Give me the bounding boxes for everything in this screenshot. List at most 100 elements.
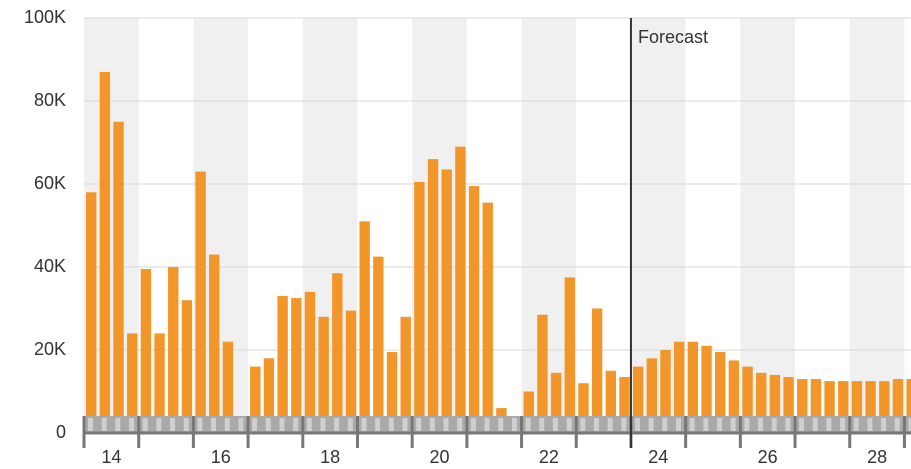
bar [591,308,603,433]
bar [537,314,548,433]
bar [468,186,480,433]
strip-mark [525,418,531,431]
bar [769,374,781,433]
strip-mark [484,418,490,431]
bar [113,121,124,433]
strip-mark [416,418,422,431]
strip-mark [703,418,709,431]
bar [632,366,644,433]
y-tick-label: 20K [34,339,66,359]
strip-mark [867,418,873,431]
strip-mark [211,418,217,431]
bar [797,379,808,433]
bar [701,345,712,433]
strip-mark [566,418,572,431]
strip-mark [621,418,627,431]
bar [455,146,466,433]
bar [195,171,206,434]
strip-mark [429,418,435,431]
bar [140,269,152,433]
bar [619,376,630,433]
strip-mark [812,418,818,431]
strip-mark [252,418,258,431]
strip-mark [306,418,312,431]
strip-mark [129,418,135,431]
strip-mark [293,418,299,431]
strip-mark [648,418,654,431]
strip-mark [375,418,381,431]
strip-mark [799,418,805,431]
strip-mark [552,418,558,431]
bar [127,333,138,433]
y-tick-label: 60K [34,173,66,193]
bar [564,277,575,433]
bar [742,366,753,433]
strip-mark [170,418,176,431]
day-band [740,18,796,433]
strip-mark [402,418,408,431]
bar [838,381,849,433]
bar [291,298,302,433]
strip-mark [142,418,148,431]
strip-mark [88,418,93,431]
bar [578,383,589,433]
bar [332,273,343,433]
strip-mark [894,418,900,431]
bar [441,169,452,433]
strip-mark [840,418,846,431]
bar [728,360,740,433]
bar [99,71,111,433]
strip-mark [388,418,394,431]
strip-mark [347,418,353,431]
bar [168,267,179,433]
y-tick-label: 40K [34,256,66,276]
x-tick-label: 18 [320,447,340,467]
x-tick-label: 26 [758,447,778,467]
bar [810,379,822,433]
strip-mark [717,418,723,431]
strip-mark [689,418,695,431]
bar [277,296,288,433]
strip-mark [320,418,326,431]
bar [879,381,890,433]
strip-mark [785,418,791,431]
bar [181,300,193,433]
bar [250,366,261,433]
strip-mark [607,418,613,431]
bar [414,181,425,433]
strip-mark [662,418,668,431]
strip-mark [443,418,449,431]
bar [400,316,411,433]
strip-mark [580,418,586,431]
strip-mark [334,418,340,431]
bar [646,358,658,433]
bar [318,316,329,433]
strip-mark [881,418,887,431]
bar [386,352,398,433]
bar [86,192,97,433]
bar [715,352,726,433]
strip-mark [908,418,911,431]
x-tick-label: 22 [539,447,559,467]
strip-mark [675,418,681,431]
strip-mark [183,418,189,431]
bar [605,370,617,433]
strip-mark [853,418,859,431]
strip-mark [238,418,244,431]
bar [660,350,671,433]
strip-mark [771,418,777,431]
bar [304,291,316,433]
annotation: Forecast [638,27,708,47]
x-tick-label: 16 [211,447,231,467]
strip-mark [826,418,832,431]
strip-mark [634,418,640,431]
strip-mark [744,418,750,431]
strip-mark [101,418,107,431]
bar [263,358,275,433]
strip-mark [361,418,367,431]
strip-mark [498,418,504,431]
strip-mark [511,418,517,431]
bar [345,310,357,433]
bar [482,202,493,433]
strip-mark [539,418,545,431]
